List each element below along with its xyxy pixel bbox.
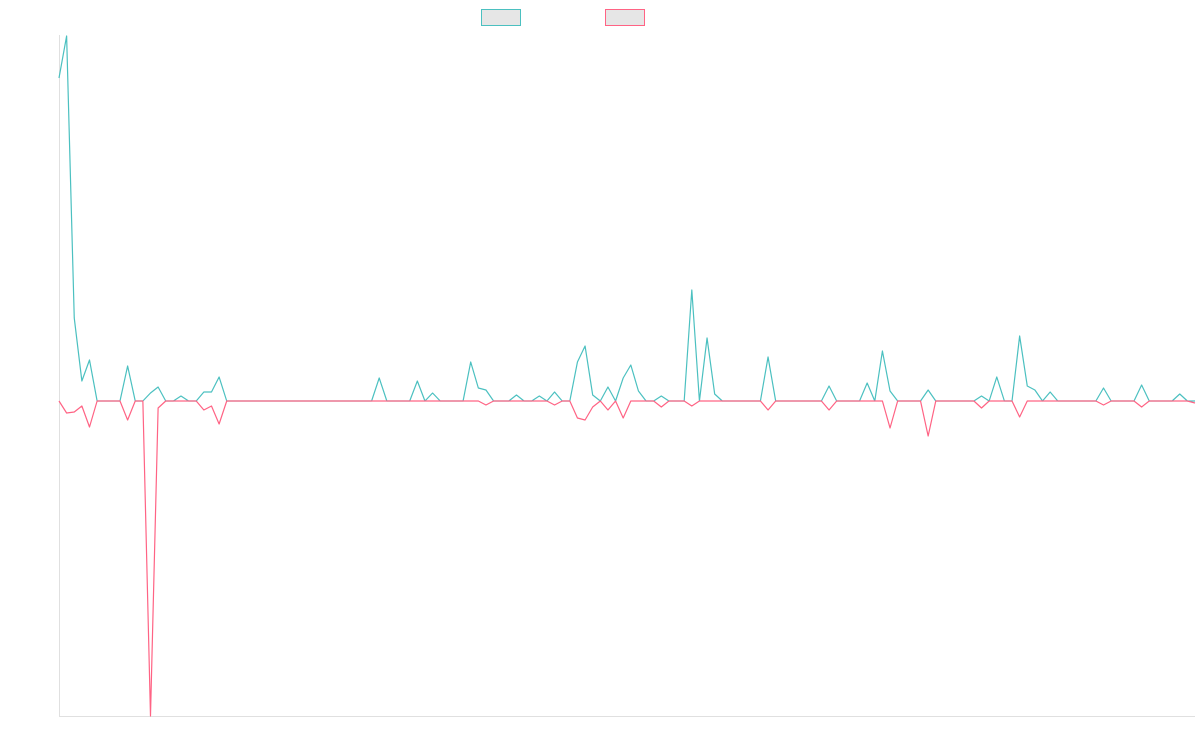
legend-swatch bbox=[605, 9, 645, 26]
line-series bbox=[58, 400, 1196, 717]
legend-swatch bbox=[481, 9, 521, 26]
line-series bbox=[58, 35, 1195, 402]
